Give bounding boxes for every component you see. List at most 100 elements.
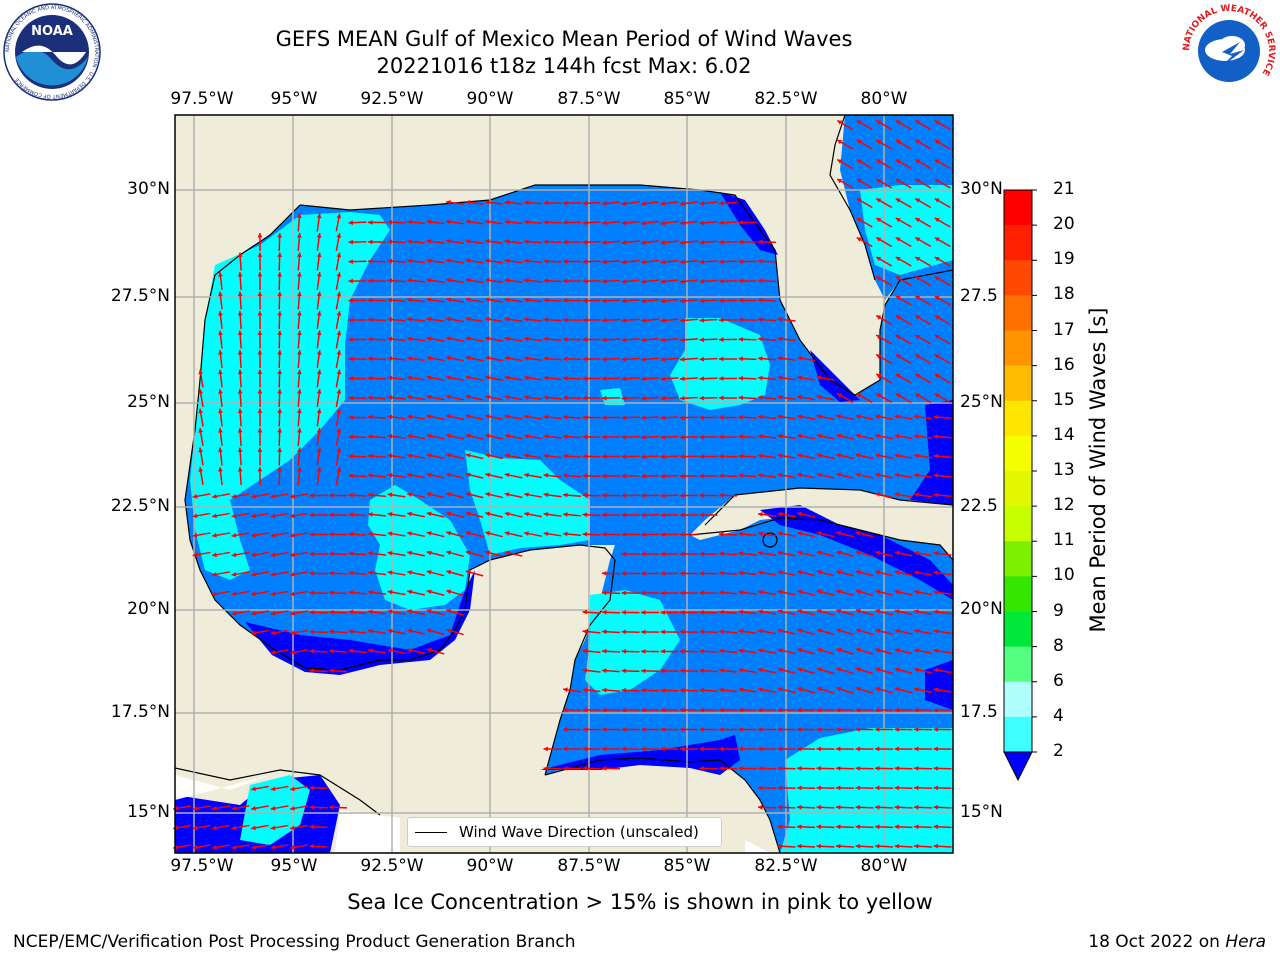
- wave-direction-arrowhead: [426, 355, 432, 361]
- wave-direction-arrowhead: [218, 272, 223, 277]
- wave-direction-arrowhead: [660, 649, 665, 654]
- wave-direction-arrowhead: [875, 453, 880, 458]
- wave-direction-arrowhead: [855, 727, 860, 732]
- wave-direction-arrowhead: [738, 259, 743, 264]
- wave-direction-arrowhead: [875, 785, 880, 791]
- wave-direction-arrowhead: [316, 408, 322, 414]
- wave-direction-arrowhead: [316, 467, 322, 472]
- wave-direction-arrowhead: [504, 336, 510, 342]
- wave-direction-arrowhead: [270, 610, 276, 616]
- colorbar-segment: [1004, 716, 1032, 753]
- wave-direction-arrowhead: [582, 415, 587, 420]
- wave-direction-arrowhead: [336, 428, 342, 433]
- wave-direction-arrowhead: [582, 239, 587, 245]
- wave-direction-arrowhead: [699, 727, 704, 732]
- wave-direction-arrowhead: [368, 453, 373, 459]
- wave-direction-arrowhead: [485, 219, 490, 225]
- wave-direction-arrowhead: [758, 356, 763, 361]
- wave-direction-arrowhead: [777, 648, 783, 653]
- wave-direction-arrowhead: [875, 686, 881, 692]
- wave-direction-arrowhead: [641, 356, 646, 362]
- wave-direction-arrowhead: [680, 648, 685, 654]
- wave-direction-arrowhead: [602, 201, 607, 206]
- colorbar-segment: [1004, 365, 1032, 402]
- wave-direction-arrowhead: [719, 376, 724, 381]
- wave-direction-arrowhead: [602, 278, 607, 284]
- latitude-label: 27.5°N: [110, 286, 170, 306]
- low-period-fringe: [245, 570, 475, 675]
- wave-direction-arrowhead: [621, 298, 627, 304]
- wave-direction-arrowhead: [894, 746, 899, 752]
- wave-direction-arrowhead: [336, 213, 342, 219]
- wave-direction-arrowhead: [660, 415, 666, 421]
- wave-direction-arrowhead: [758, 570, 763, 576]
- wave-direction-arrowhead: [641, 201, 646, 207]
- wave-direction-arrowhead: [297, 330, 302, 336]
- wave-direction-arrowhead: [738, 317, 743, 323]
- colorbar-tick-label: 10: [1053, 565, 1075, 586]
- wave-direction-arrowhead: [270, 825, 276, 831]
- wave-direction-arrowhead: [270, 844, 276, 850]
- wave-direction-arrowhead: [876, 257, 882, 262]
- longitude-label: 82.5°W: [754, 856, 818, 876]
- wave-direction-arrowhead: [297, 389, 302, 394]
- wave-direction-arrowhead: [914, 414, 919, 420]
- wave-direction-arrowhead: [699, 239, 705, 245]
- wave-direction-arrowhead: [855, 843, 861, 849]
- low-period-fringe: [540, 735, 740, 775]
- wave-direction-arrowhead: [915, 198, 921, 203]
- wave-direction-arrowhead: [894, 609, 900, 614]
- wave-direction-arrowhead: [934, 140, 940, 145]
- colorbar-tick-label: 15: [1053, 389, 1075, 410]
- wave-direction-arrowhead: [641, 590, 646, 596]
- wave-direction-arrowhead: [836, 686, 842, 692]
- wave-direction-arrowhead: [641, 707, 646, 713]
- colorbar-segment: [1004, 260, 1032, 296]
- wave-direction-arrowhead: [797, 824, 802, 830]
- wave-direction-arrowhead: [407, 628, 413, 634]
- wave-direction-arrowhead: [915, 354, 921, 359]
- colorbar-tick-label: 18: [1053, 284, 1075, 305]
- wave-direction-arrowhead: [387, 297, 393, 303]
- wave-direction-arrowhead: [563, 531, 568, 537]
- wave-direction-arrowhead: [426, 608, 432, 614]
- wave-direction-arrowhead: [329, 668, 334, 674]
- wave-direction-arrowhead: [915, 315, 921, 320]
- wave-direction-arrowhead: [524, 531, 529, 536]
- wave-direction-arrowhead: [582, 668, 588, 673]
- wave-direction-arrowhead: [680, 532, 685, 537]
- wave-direction-arrowhead: [641, 571, 646, 576]
- wave-direction-arrowhead: [524, 317, 529, 322]
- wave-direction-arrowhead: [660, 687, 665, 693]
- wave-direction-arrowhead: [407, 414, 412, 420]
- wave-direction-arrowhead: [836, 589, 842, 595]
- wave-direction-arrowhead: [660, 590, 665, 596]
- wave-direction-arrowhead: [270, 591, 276, 597]
- wave-direction-arrowhead: [836, 765, 841, 771]
- wave-direction-arrowhead: [237, 447, 243, 453]
- wave-direction-arrowhead: [876, 315, 882, 320]
- wave-direction-arrowhead: [738, 336, 743, 342]
- wave-direction-arrowhead: [876, 374, 882, 379]
- wave-direction-arrowhead: [316, 233, 322, 238]
- wave-direction-arrowhead: [336, 272, 342, 277]
- wave-direction-arrowhead: [465, 472, 471, 478]
- wave-direction-arrowhead: [368, 336, 373, 342]
- wave-direction-arrowhead: [465, 355, 471, 361]
- wave-direction-arrowhead: [719, 220, 724, 226]
- colorbar-segment: [1004, 611, 1032, 648]
- wave-direction-arrowhead: [212, 532, 217, 538]
- wave-direction-arrowhead: [641, 551, 646, 557]
- wave-direction-arrowhead: [719, 551, 724, 557]
- wave-direction-arrowhead: [543, 473, 549, 478]
- wave-direction-arrowhead: [641, 746, 646, 752]
- wave-direction-arrowhead: [524, 356, 529, 361]
- wave-direction-arrowhead: [621, 571, 626, 576]
- wave-direction-arrowhead: [777, 317, 783, 322]
- wave-direction-arrowhead: [621, 668, 626, 674]
- wave-direction-arrowhead: [563, 765, 568, 771]
- wave-direction-arrowhead: [524, 433, 529, 439]
- wave-direction-arrowhead: [368, 512, 373, 517]
- wave-direction-arrowhead: [504, 394, 510, 400]
- wave-direction-arrowhead: [758, 278, 763, 284]
